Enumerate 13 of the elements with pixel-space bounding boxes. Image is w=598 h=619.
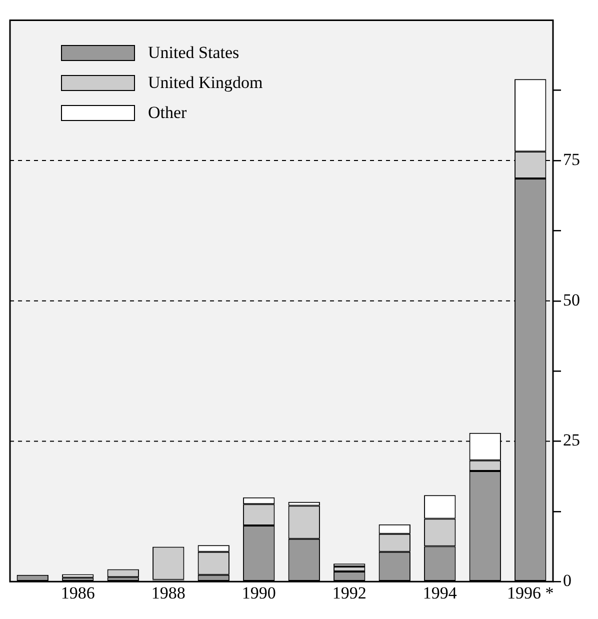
legend-label: United States [148,42,240,64]
y-tick-label: 25 [563,430,580,450]
x-tick-label: 1994 [422,583,458,602]
y-tick-label: 75 [563,150,580,170]
legend-label: United Kingdom [148,72,263,94]
y-tick-label: 0 [563,571,572,590]
x-tick-label: 1996 * [507,583,554,602]
x-tick-label: 1988 [151,583,186,602]
x-tick-label: 1990 [242,583,276,602]
x-tick-label: 1992 [332,583,366,602]
x-tick-label: 1986 [60,583,95,602]
y-tick-label: 50 [563,290,580,310]
legend-label: Other [148,102,187,124]
